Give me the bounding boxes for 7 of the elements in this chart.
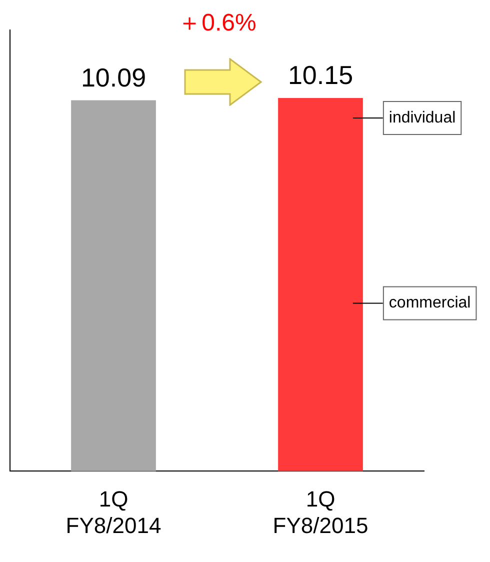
x-tick-label: 1Q FY8/2015 xyxy=(272,486,368,538)
data-label: 10.15 xyxy=(288,60,354,90)
annotation: ＋0.6% xyxy=(178,10,256,37)
data-label: 10.09 xyxy=(80,62,146,92)
annotation: commercial xyxy=(388,294,471,312)
x-tick-label: 1Q FY8/2014 xyxy=(66,486,162,538)
annotation: individual xyxy=(388,109,456,126)
